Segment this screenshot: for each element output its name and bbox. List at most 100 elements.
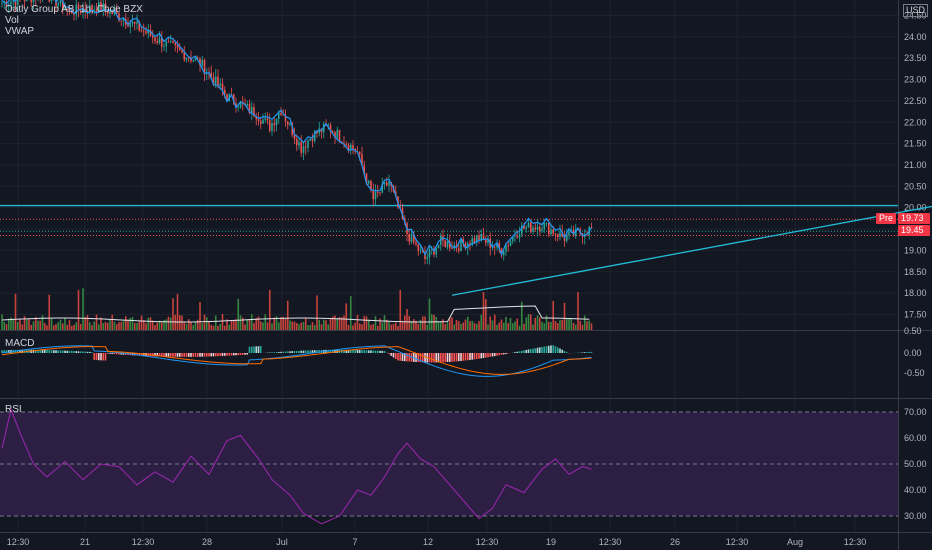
macd-histogram-bar <box>550 345 552 353</box>
candle-body <box>309 138 312 141</box>
macd-histogram-bar <box>347 349 350 353</box>
candle-body <box>140 30 143 32</box>
macd-histogram-bar <box>457 353 460 362</box>
macd-histogram-bar <box>588 351 591 353</box>
volume-bar <box>217 325 219 330</box>
macd-histogram-bar <box>383 351 386 353</box>
candle-body <box>95 9 98 13</box>
candle-body <box>75 4 78 15</box>
volume-bar <box>338 316 341 330</box>
candle-body <box>57 3 60 6</box>
macd-histogram-bar <box>496 353 498 356</box>
volume-bar <box>23 316 26 330</box>
candle-body <box>345 144 348 145</box>
macd-histogram-bar <box>120 353 123 355</box>
candle-body <box>264 118 267 120</box>
macd-histogram-bar <box>138 353 141 356</box>
candle-body <box>475 235 478 243</box>
candle-body <box>118 13 120 21</box>
candle-body <box>361 154 363 166</box>
candle-body <box>174 43 177 46</box>
volume-bar <box>169 317 172 330</box>
volume-bar <box>482 292 485 330</box>
volume-series <box>1 288 593 330</box>
time-tick-label: Aug <box>787 537 803 547</box>
macd-histogram-bar <box>16 349 19 353</box>
macd-histogram-bar <box>343 349 345 353</box>
volume-bar <box>190 321 192 330</box>
candle-body <box>577 228 579 230</box>
volume-bar <box>581 324 584 330</box>
currency-label[interactable]: USD <box>903 4 929 17</box>
candle-body <box>466 243 469 249</box>
macd-histogram-bar <box>307 350 309 353</box>
macd-histogram-bar <box>514 352 516 353</box>
price-tick-label: 18.00 <box>904 288 927 298</box>
macd-histogram-bar <box>421 353 424 363</box>
candle-body <box>338 129 341 142</box>
volume-bar <box>343 315 345 330</box>
time-tick-label: 19 <box>546 537 556 547</box>
volume-bar <box>466 316 469 330</box>
candle-body <box>102 3 105 11</box>
volume-bar <box>142 320 145 330</box>
volume-indicator-label[interactable]: Vol <box>5 15 19 26</box>
vwap-indicator-label[interactable]: VWAP <box>5 26 35 37</box>
price-tick-label: 21.00 <box>904 160 927 170</box>
macd-histogram-bar <box>91 352 93 353</box>
time-tick-label: 28 <box>202 537 212 547</box>
volume-bar <box>16 321 19 330</box>
volume-bar <box>104 322 107 330</box>
volume-bar <box>181 315 183 330</box>
volume-bar <box>534 317 537 330</box>
macd-histogram-bar <box>237 353 240 356</box>
macd-histogram-bar <box>430 353 433 363</box>
candle-body <box>498 243 501 249</box>
candle-body <box>201 59 204 66</box>
candle-body <box>30 0 33 3</box>
macd-histogram-bar <box>354 349 357 353</box>
macd-histogram-bar <box>478 353 480 359</box>
macd-histogram-bar <box>97 353 100 361</box>
symbol-title[interactable]: Oatly Group AB, 1h, Cboe BZX <box>5 4 143 15</box>
macd-histogram-bar <box>41 349 44 353</box>
macd-histogram-bar <box>541 346 543 353</box>
volume-bar <box>165 319 168 330</box>
volume-bar <box>397 325 399 330</box>
price-tick-label: 24.50 <box>904 11 927 21</box>
volume-bar <box>331 316 334 330</box>
candle-body <box>214 76 217 85</box>
vwap-line <box>1 0 592 257</box>
macd-histogram-bar <box>64 350 66 353</box>
rsi-pane-label[interactable]: RSI <box>5 404 22 415</box>
time-tick-label: 12:30 <box>726 537 749 547</box>
volume-bar <box>496 324 498 330</box>
volume-bar <box>516 318 519 330</box>
macd-histogram-bar <box>302 350 305 353</box>
macd-histogram-bar <box>464 353 467 361</box>
candle-body <box>122 19 125 21</box>
volume-bar <box>178 315 181 330</box>
candle-body <box>451 248 453 250</box>
volume-bar <box>507 323 510 330</box>
candle-body <box>127 24 129 27</box>
macd-pane-label[interactable]: MACD <box>5 338 35 349</box>
macd-histogram-bar <box>543 346 546 353</box>
macd-histogram-bar <box>505 353 507 354</box>
volume-bar <box>556 323 559 330</box>
volume-bar <box>241 317 244 330</box>
volume-bar <box>325 320 327 330</box>
volume-bar <box>532 324 534 330</box>
candle-body <box>363 165 366 174</box>
macd-histogram-bar <box>439 353 442 363</box>
price-tick-label: 22.00 <box>904 117 927 127</box>
macd-histogram-bar <box>253 346 255 353</box>
macd-histogram-bar <box>444 353 447 363</box>
macd-histogram-bar <box>88 351 91 353</box>
price-tick-label: 21.50 <box>904 139 927 149</box>
candle-body <box>190 58 192 62</box>
macd-histogram-bar <box>520 350 523 353</box>
volume-bar <box>424 316 426 330</box>
volume-bar <box>160 322 163 330</box>
